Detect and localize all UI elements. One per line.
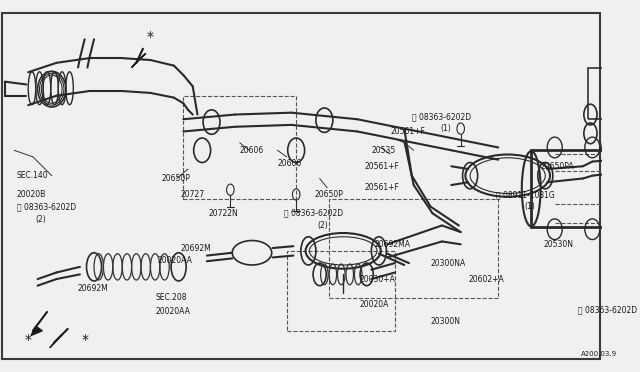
Text: 20606: 20606 <box>240 146 264 155</box>
Text: 20650P: 20650P <box>315 190 344 199</box>
Text: SEC.140: SEC.140 <box>17 171 49 180</box>
Text: 20535: 20535 <box>371 146 396 155</box>
Text: 20300NA: 20300NA <box>431 259 466 267</box>
Bar <box>531 150 616 227</box>
Bar <box>183 96 296 199</box>
Text: 20020B: 20020B <box>17 190 46 199</box>
Text: Ⓢ 08363-6202D: Ⓢ 08363-6202D <box>17 202 76 211</box>
Text: *: * <box>147 31 154 44</box>
Text: 20722N: 20722N <box>209 209 239 218</box>
Bar <box>287 251 395 331</box>
Text: (2): (2) <box>36 215 47 224</box>
Text: 20020AA: 20020AA <box>155 308 190 317</box>
Text: 20606: 20606 <box>277 159 301 168</box>
Text: *: * <box>81 333 88 347</box>
Text: A200,03.9: A200,03.9 <box>581 351 617 357</box>
Text: (1): (1) <box>525 202 536 211</box>
Text: Ⓝ 08911-1081G: Ⓝ 08911-1081G <box>497 190 555 199</box>
Text: (1): (1) <box>440 124 451 133</box>
Text: 20727: 20727 <box>180 190 205 199</box>
Bar <box>588 68 640 119</box>
Text: 20561+F: 20561+F <box>365 162 399 171</box>
Text: 20020A: 20020A <box>359 300 388 309</box>
Text: *: * <box>25 333 32 347</box>
Text: 20692M: 20692M <box>77 284 108 293</box>
Text: Ⓢ 08363-6202D: Ⓢ 08363-6202D <box>578 306 637 315</box>
Text: 20650PA: 20650PA <box>541 162 574 171</box>
Text: 20602+A: 20602+A <box>468 275 504 283</box>
Text: 20561+F: 20561+F <box>390 127 425 136</box>
Text: 20650P: 20650P <box>162 174 191 183</box>
Text: 20561+F: 20561+F <box>365 183 399 192</box>
Text: Ⓢ 08363-6202D: Ⓢ 08363-6202D <box>412 112 471 121</box>
Polygon shape <box>132 54 146 68</box>
Text: 20030+A: 20030+A <box>359 275 395 283</box>
Text: (2): (2) <box>318 221 328 230</box>
Text: 20020AA: 20020AA <box>158 256 193 265</box>
Text: 20530N: 20530N <box>543 240 573 249</box>
Bar <box>329 199 499 298</box>
Text: 20692MA: 20692MA <box>374 240 410 249</box>
Polygon shape <box>31 326 42 336</box>
Text: 20692M: 20692M <box>180 244 211 253</box>
Text: SEC.208: SEC.208 <box>155 294 187 302</box>
Polygon shape <box>50 334 62 348</box>
Text: 20300N: 20300N <box>431 317 461 326</box>
Text: Ⓢ 08363-6202D: Ⓢ 08363-6202D <box>284 209 343 218</box>
